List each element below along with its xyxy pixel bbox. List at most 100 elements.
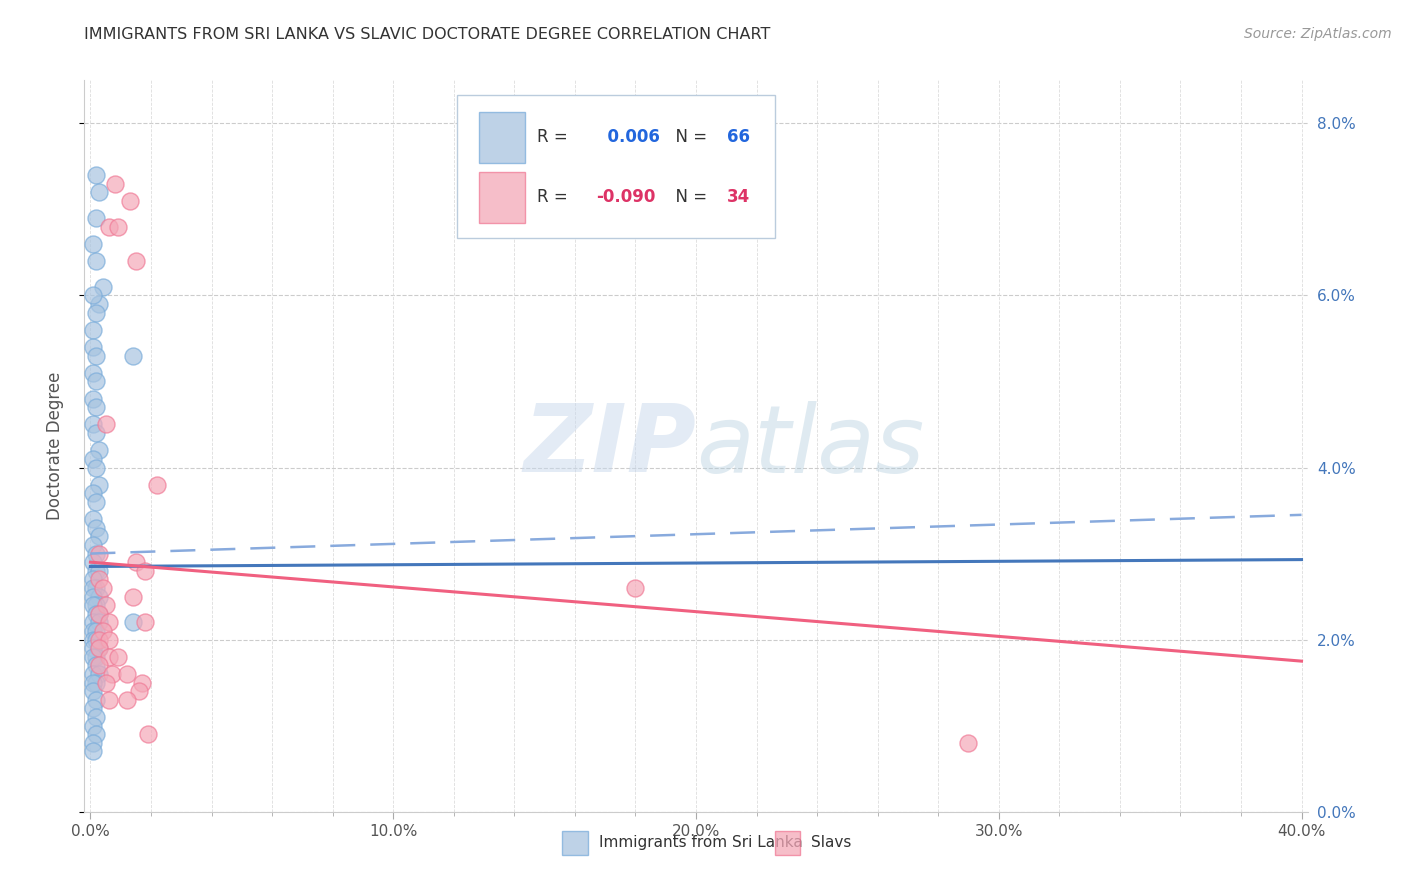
Point (91, 624, 114, 638)
Point (82, 615, 104, 630)
Point (82, 538, 104, 552)
Point (97, 693, 120, 707)
Point (957, 736, 980, 750)
Point (82, 701, 104, 715)
Point (89, 547, 111, 561)
Point (136, 727, 159, 741)
Point (86, 460, 108, 475)
Point (624, 581, 647, 595)
Point (86, 693, 108, 707)
Text: atlas: atlas (696, 401, 924, 491)
FancyBboxPatch shape (479, 172, 524, 222)
Point (86, 375, 108, 389)
Point (104, 177, 127, 191)
Point (82, 598, 104, 612)
Point (86, 607, 108, 621)
Text: Immigrants from Sri Lanka: Immigrants from Sri Lanka (599, 836, 803, 850)
Point (89, 564, 111, 578)
Point (86, 581, 108, 595)
Point (115, 667, 138, 681)
Point (86, 349, 108, 363)
Point (82, 236, 104, 251)
Point (82, 323, 104, 337)
Point (121, 590, 143, 604)
Point (82, 486, 104, 500)
Point (89, 607, 111, 621)
Point (91, 581, 114, 595)
Point (86, 401, 108, 415)
Point (91, 280, 114, 294)
FancyBboxPatch shape (479, 112, 524, 162)
Point (82, 512, 104, 526)
Point (100, 667, 122, 681)
Point (107, 649, 129, 664)
Point (89, 529, 111, 543)
Point (86, 564, 108, 578)
Point (134, 615, 156, 630)
Point (86, 710, 108, 724)
Point (115, 693, 138, 707)
Text: 66: 66 (727, 128, 749, 146)
Point (89, 641, 111, 656)
Point (131, 675, 153, 690)
Point (82, 744, 104, 758)
Point (86, 426, 108, 441)
Point (86, 649, 108, 664)
Point (89, 615, 111, 630)
Point (86, 254, 108, 268)
Point (86, 305, 108, 319)
Point (89, 632, 111, 647)
Point (94, 417, 117, 432)
Point (125, 254, 148, 268)
Point (82, 392, 104, 406)
Text: IMMIGRANTS FROM SRI LANKA VS SLAVIC DOCTORATE DEGREE CORRELATION CHART: IMMIGRANTS FROM SRI LANKA VS SLAVIC DOCT… (84, 27, 770, 42)
Point (82, 340, 104, 354)
Point (82, 632, 104, 647)
Point (86, 168, 108, 182)
Point (89, 573, 111, 587)
Point (121, 615, 143, 630)
Point (86, 727, 108, 741)
Point (89, 297, 111, 311)
Text: 34: 34 (727, 188, 749, 206)
Text: -0.090: -0.090 (596, 188, 655, 206)
Point (82, 288, 104, 302)
Point (97, 649, 120, 664)
Point (82, 417, 104, 432)
Y-axis label: Doctorate Degree: Doctorate Degree (45, 372, 63, 520)
Point (82, 555, 104, 569)
Point (86, 658, 108, 673)
FancyBboxPatch shape (457, 95, 776, 237)
Point (89, 607, 111, 621)
Text: R =: R = (537, 188, 574, 206)
Point (89, 641, 111, 656)
Point (89, 443, 111, 458)
Text: Slavs: Slavs (811, 836, 852, 850)
Text: Source: ZipAtlas.com: Source: ZipAtlas.com (1244, 27, 1392, 41)
Point (86, 521, 108, 535)
Point (86, 547, 108, 561)
Point (97, 615, 120, 630)
Point (82, 649, 104, 664)
Point (82, 451, 104, 466)
Point (89, 658, 111, 673)
Point (89, 667, 111, 681)
Point (121, 349, 143, 363)
Point (134, 564, 156, 578)
Text: ZIP: ZIP (523, 400, 696, 492)
Point (86, 598, 108, 612)
Point (89, 477, 111, 491)
Point (97, 632, 120, 647)
Text: 0.006: 0.006 (596, 128, 659, 146)
Point (86, 675, 108, 690)
Point (89, 590, 111, 604)
Point (82, 736, 104, 750)
Point (94, 598, 117, 612)
Point (82, 719, 104, 733)
Point (82, 573, 104, 587)
Point (82, 624, 104, 638)
Text: R =: R = (537, 128, 574, 146)
Point (82, 641, 104, 656)
Point (86, 495, 108, 509)
Point (128, 684, 150, 698)
